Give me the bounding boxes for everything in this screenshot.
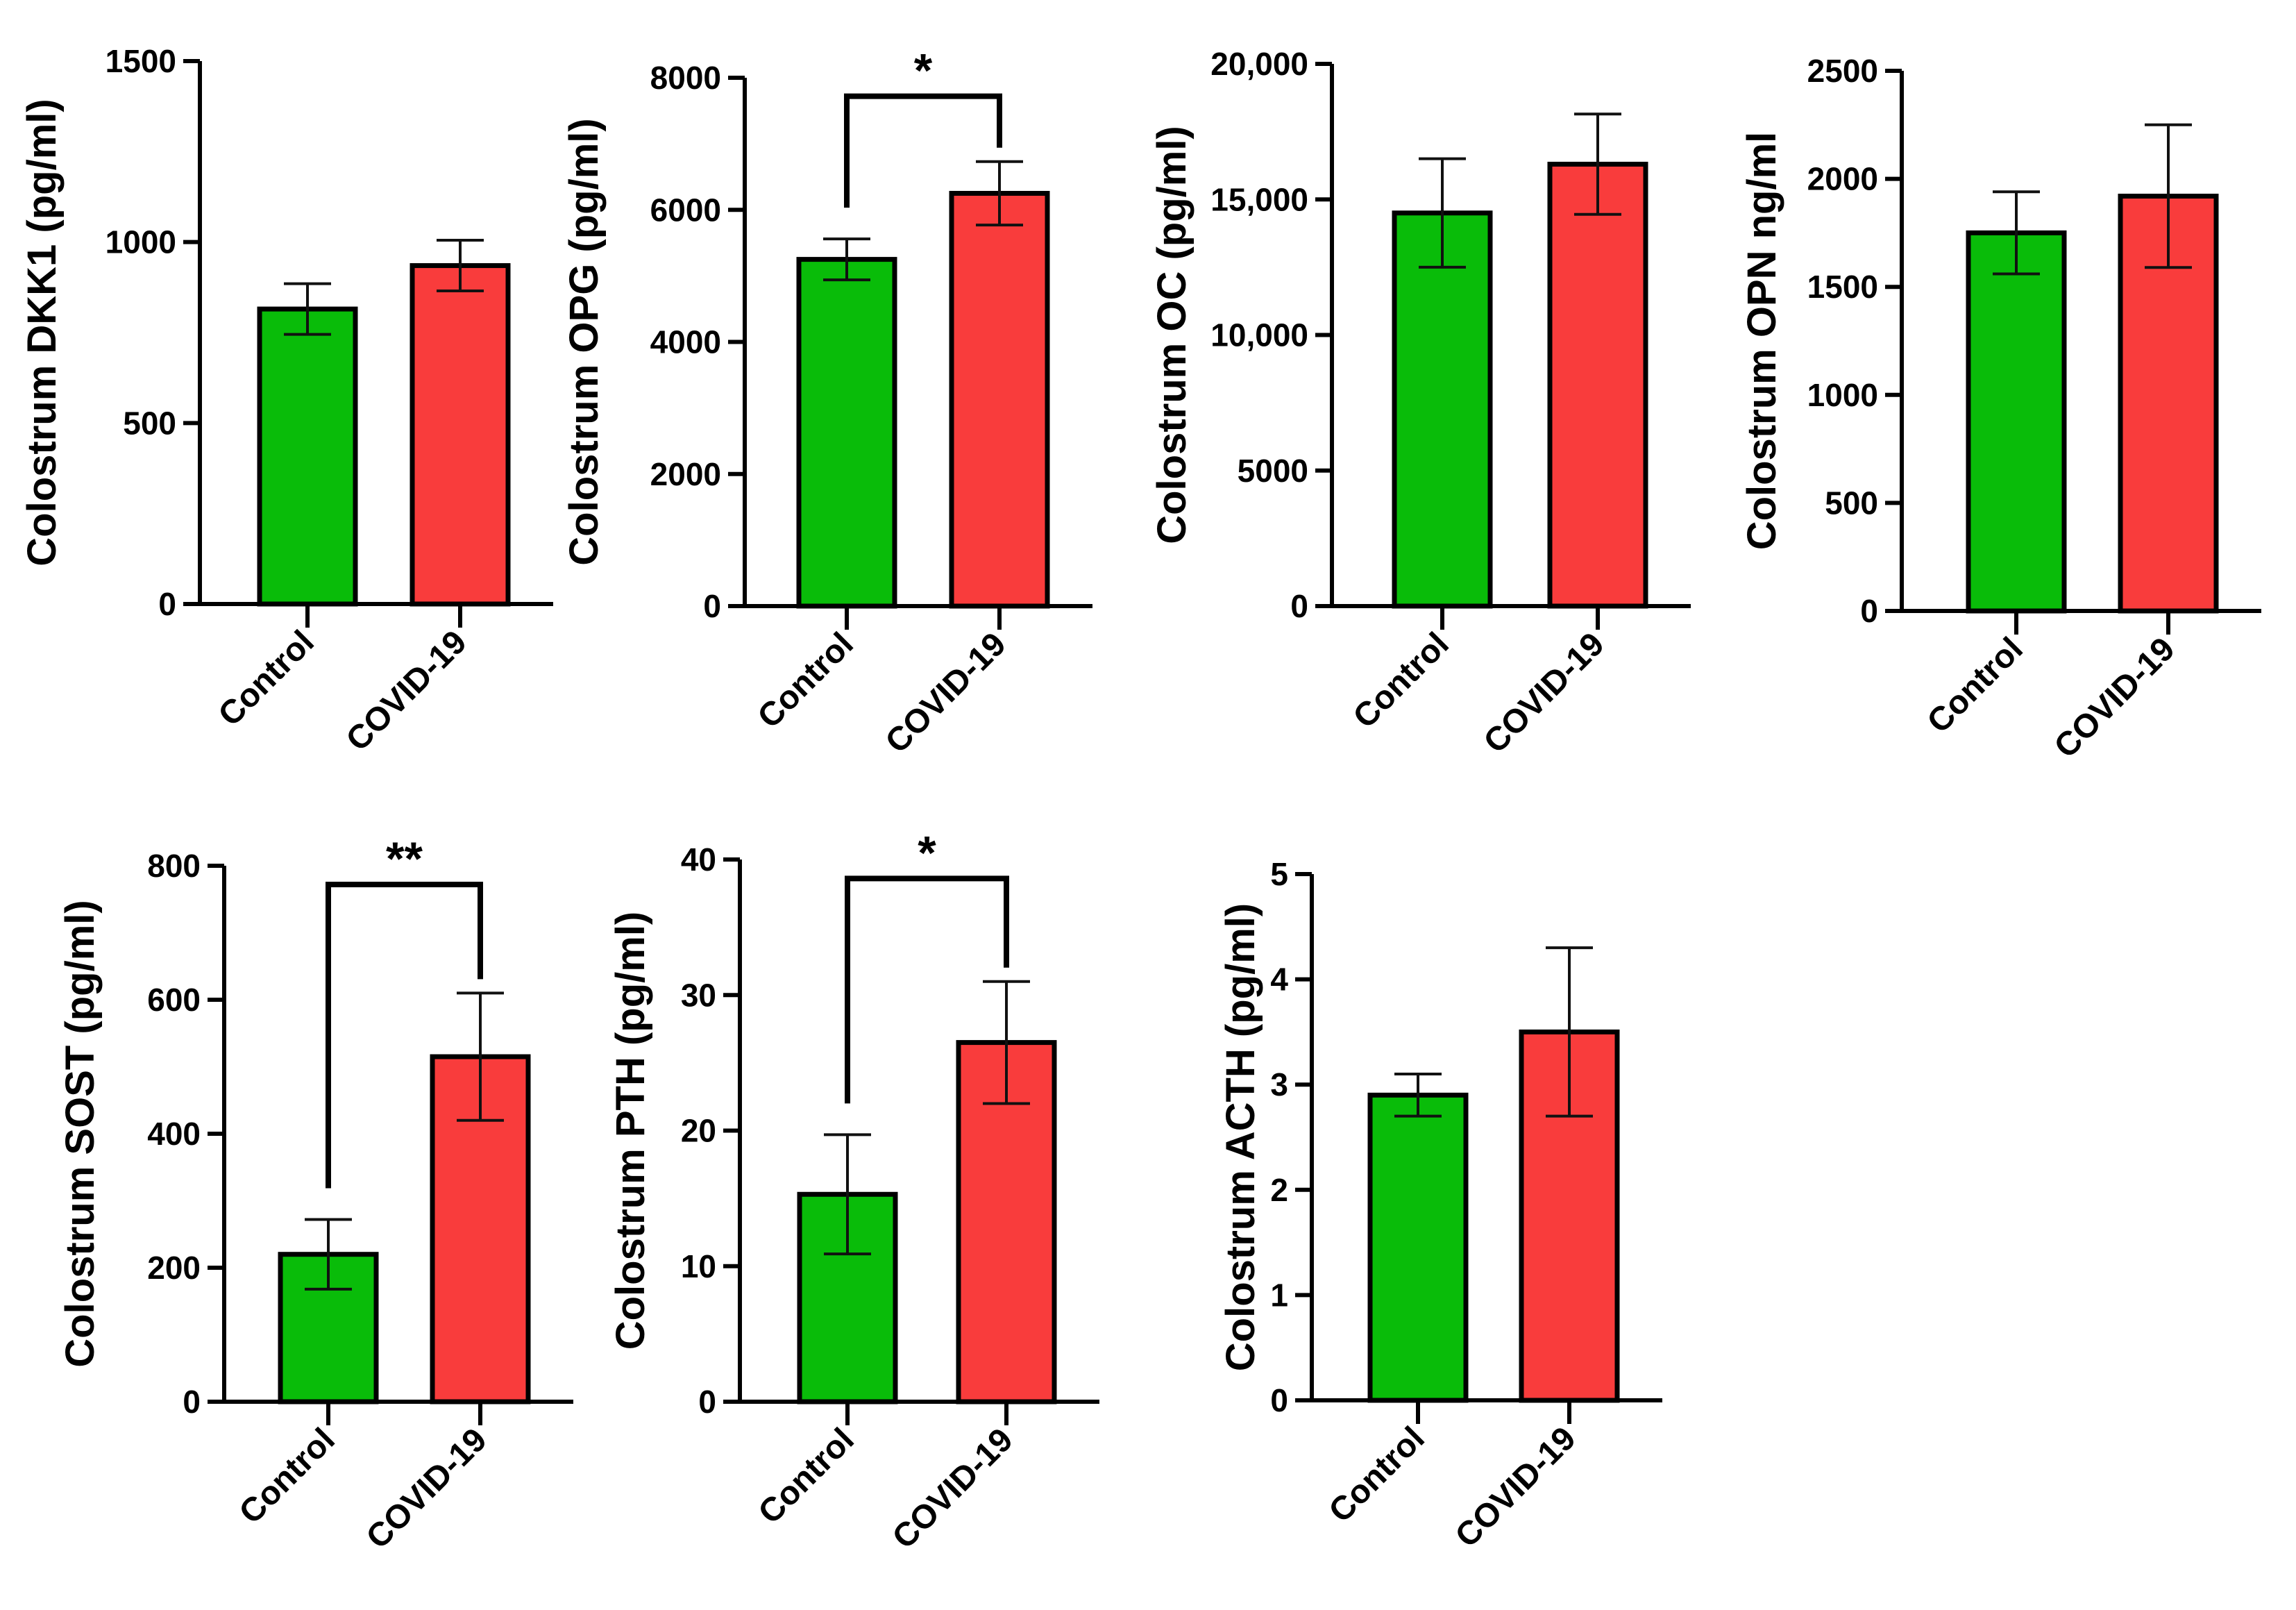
- y-tick-label: 500: [123, 405, 176, 441]
- category-label: COVID-19: [339, 623, 474, 758]
- bar-covid-19: [1547, 161, 1648, 609]
- y-tick-label: 20,000: [1210, 46, 1308, 82]
- significance-bracket: [845, 875, 1009, 1104]
- category-label: Control: [752, 1421, 861, 1531]
- y-tick-label: 500: [1825, 485, 1878, 521]
- y-tick-label: 0: [1290, 588, 1308, 624]
- bar-control: [1367, 1092, 1469, 1403]
- y-tick-label: 1: [1270, 1277, 1288, 1313]
- panel-oc: 0 5000 10,000 15,000 20,000 Colostrum OC (pg/…: [1149, 46, 1691, 760]
- y-axis-label: Colostrum SOST (pg/ml): [58, 900, 103, 1367]
- y-tick-label: 1500: [105, 43, 176, 79]
- panel-opn: 0 500 1000 1500 2000 2500 Colostrum OPN ng/ml C…: [1739, 53, 2261, 765]
- y-tick-label: 2000: [650, 456, 721, 492]
- category-label: Control: [212, 623, 321, 733]
- y-tick-label: 0: [158, 586, 176, 622]
- y-tick-label: 1500: [1807, 269, 1878, 305]
- y-tick-label: 2000: [1807, 161, 1878, 197]
- category-label: COVID-19: [886, 1421, 1020, 1556]
- y-tick-label: 20: [681, 1113, 716, 1149]
- panel-pth: 0 10 20 30 40 Colostrum PTH (pg/ml) Control COV…: [608, 826, 1099, 1556]
- y-tick-label: 0: [183, 1384, 201, 1420]
- category-label: COVID-19: [1477, 626, 1612, 760]
- significance-bracket: [326, 882, 483, 1189]
- y-tick-label: 15,000: [1210, 181, 1308, 217]
- category-label: Control: [1322, 1420, 1432, 1529]
- y-tick-label: 5000: [1238, 453, 1308, 489]
- y-tick-label: 40: [681, 841, 716, 878]
- y-tick-label: 1000: [1807, 377, 1878, 413]
- category-label: Control: [751, 626, 861, 735]
- y-tick-label: 1000: [105, 224, 176, 260]
- y-tick-label: 600: [147, 982, 201, 1018]
- y-tick-label: 200: [147, 1250, 201, 1286]
- y-tick-label: 0: [1270, 1382, 1288, 1418]
- significance-marker: *: [918, 826, 936, 879]
- y-tick-label: 0: [703, 588, 721, 624]
- y-tick-label: 800: [147, 848, 201, 884]
- category-label: Control: [1921, 630, 2030, 740]
- category-label: Control: [1347, 626, 1456, 735]
- y-tick-label: 6000: [650, 192, 721, 228]
- y-tick-label: 5: [1270, 856, 1288, 892]
- y-tick-label: 4000: [650, 324, 721, 360]
- y-axis-label: Colostrum PTH (pg/ml): [608, 912, 653, 1350]
- significance-marker: *: [914, 44, 933, 97]
- y-tick-label: 4: [1270, 962, 1288, 998]
- y-tick-label: 10,000: [1210, 317, 1308, 353]
- bar-control: [1392, 210, 1493, 609]
- bar-control: [257, 306, 358, 607]
- y-axis-label: Colostrum OPG (pg/ml): [562, 118, 607, 565]
- y-axis-label: Colostrum OPN ng/ml: [1739, 132, 1784, 551]
- category-label: COVID-19: [360, 1421, 494, 1556]
- bar-covid-19: [949, 190, 1050, 609]
- y-tick-label: 0: [698, 1384, 716, 1420]
- y-axis-label: Colostrum DKK1 (pg/ml): [19, 99, 65, 566]
- y-axis-label: Colostrum ACTH (pg/ml): [1218, 903, 1263, 1371]
- panel-dkk1: 0 500 1000 1500 Colostrum DKK1 (pg/ml) Contro…: [19, 43, 553, 758]
- panel-opg: 0 2000 4000 6000 8000 Colostrum OPG (pg/ml) Co…: [562, 44, 1092, 760]
- y-tick-label: 0: [1860, 593, 1878, 629]
- y-tick-label: 400: [147, 1116, 201, 1152]
- category-label: COVID-19: [879, 626, 1013, 760]
- significance-marker: **: [386, 832, 423, 885]
- y-axis-label: Colostrum OC (pg/ml): [1149, 126, 1195, 544]
- category-label: Control: [233, 1421, 342, 1531]
- y-tick-label: 30: [681, 977, 716, 1013]
- y-tick-label: 8000: [650, 60, 721, 96]
- y-tick-label: 2: [1270, 1172, 1288, 1208]
- category-label: COVID-19: [2048, 630, 2182, 765]
- y-tick-label: 2500: [1807, 53, 1878, 89]
- significance-bracket: [844, 93, 1002, 208]
- panel-sost: 0 200 400 600 800 Colostrum SOST (pg/ml) Contr…: [58, 832, 573, 1556]
- y-tick-label: 10: [681, 1248, 716, 1284]
- bar-control: [1966, 230, 2067, 614]
- category-label: COVID-19: [1449, 1420, 1583, 1554]
- y-tick-label: 3: [1270, 1066, 1288, 1102]
- bar-covid-19: [410, 263, 511, 607]
- bar-control: [796, 257, 897, 609]
